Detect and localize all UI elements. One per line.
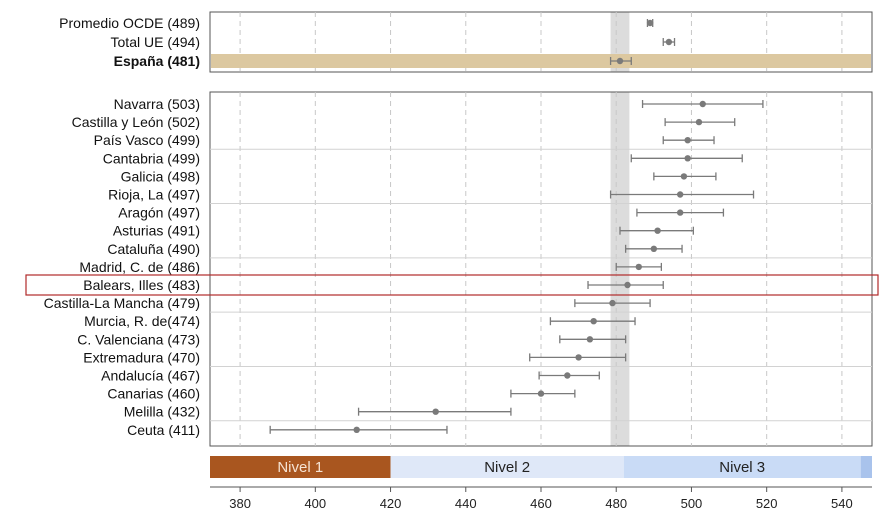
- row-label-r1: Castilla y León (502): [72, 114, 200, 130]
- x-tick-label-400: 400: [304, 496, 326, 511]
- x-tick-label-460: 460: [530, 496, 552, 511]
- row-label-r3: Cantabria (499): [103, 150, 200, 166]
- row-label-r18: Ceuta (411): [127, 422, 200, 438]
- x-tick-label-420: 420: [380, 496, 402, 511]
- point-r3: [684, 155, 691, 162]
- row-label-r4: Galicia (498): [121, 168, 200, 184]
- row-label-r5: Rioja, La (497): [108, 187, 200, 203]
- row-label-r6: Aragón (497): [118, 205, 200, 221]
- row-label-r13: C. Valenciana (473): [77, 331, 200, 347]
- row-label-r11: Castilla-La Mancha (479): [44, 295, 200, 311]
- x-tick-label-440: 440: [455, 496, 477, 511]
- point-r5: [676, 191, 684, 198]
- point-r15: [564, 372, 571, 379]
- row-label-r14: Extremadura (470): [83, 349, 200, 365]
- point-r16: [537, 390, 545, 397]
- point-r11: [609, 299, 616, 307]
- row-label-r2: País Vasco (499): [94, 132, 200, 148]
- row-label-s1: Total UE (494): [111, 34, 200, 50]
- point-s0: [646, 19, 654, 27]
- level-label-2: Nivel 3: [719, 459, 765, 476]
- point-r7: [654, 227, 661, 234]
- level-segment-2: [623, 456, 861, 478]
- x-tick-label-500: 500: [681, 496, 703, 511]
- point-r1: [695, 118, 703, 126]
- point-r9: [635, 263, 642, 271]
- highlight-box-baleares: [25, 274, 879, 296]
- level-label-1: Nivel 2: [484, 459, 530, 476]
- level-segment-1: [390, 456, 624, 478]
- point-r0: [699, 100, 706, 108]
- spain-highlight-band: [211, 54, 871, 68]
- point-r6: [676, 209, 684, 216]
- row-label-r17: Melilla (432): [124, 404, 200, 420]
- level-segment-3: [860, 456, 872, 478]
- row-label-r16: Canarias (460): [107, 386, 200, 402]
- row-label-r12: Murcia, R. de(474): [84, 313, 200, 329]
- level-label-0: Nivel 1: [277, 459, 323, 476]
- row-label-r0: Navarra (503): [114, 96, 200, 112]
- point-r8: [650, 245, 658, 252]
- point-s1: [665, 38, 673, 46]
- point-r2: [684, 137, 691, 144]
- level-segment-0: [210, 456, 391, 478]
- point-s2: [616, 57, 624, 65]
- point-r14: [575, 354, 582, 361]
- row-label-r9: Madrid, C. de (486): [79, 259, 200, 275]
- x-tick-label-520: 520: [756, 496, 778, 511]
- point-r12: [590, 318, 597, 325]
- row-label-s0: Promedio OCDE (489): [59, 15, 200, 31]
- point-r17: [432, 408, 439, 415]
- x-tick-label-380: 380: [229, 496, 251, 511]
- point-r10: [624, 281, 631, 289]
- point-r4: [680, 173, 688, 180]
- reference-band-bottom: [610, 92, 630, 446]
- row-label-s2: España (481): [114, 53, 200, 69]
- row-label-r10: Balears, Illes (483): [83, 277, 200, 293]
- point-r13: [586, 336, 594, 343]
- x-tick-label-480: 480: [605, 496, 627, 511]
- row-label-r15: Andalucía (467): [101, 368, 200, 384]
- row-label-r8: Cataluña (490): [107, 241, 200, 257]
- point-r18: [353, 426, 360, 433]
- x-tick-label-540: 540: [831, 496, 853, 511]
- row-label-r7: Asturias (491): [113, 223, 200, 239]
